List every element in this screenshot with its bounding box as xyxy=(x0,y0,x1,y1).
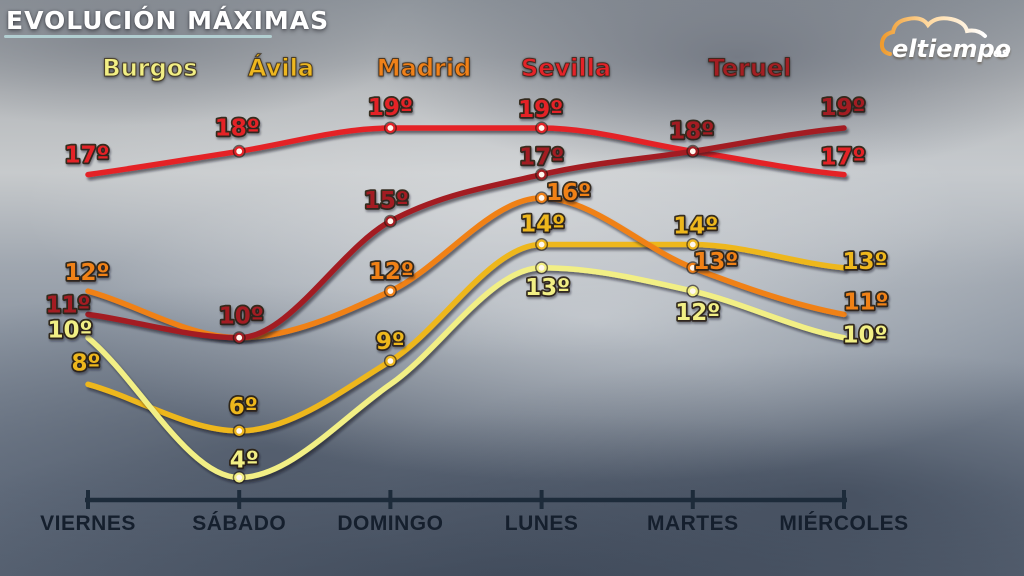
day-label: MARTES xyxy=(647,512,739,535)
temp-label-sevilla: 17º xyxy=(821,145,866,171)
temp-label-teruel: 15º xyxy=(364,188,409,214)
logo-tld: .es xyxy=(988,46,1010,61)
point-dot-ring xyxy=(232,471,246,484)
point-dot-ring xyxy=(686,261,700,275)
series-line-ávila xyxy=(85,241,847,434)
point-dot-ávila xyxy=(536,239,547,250)
temp-label-sevilla: 19º xyxy=(518,97,563,123)
temp-label-teruel: 17º xyxy=(519,145,564,171)
temp-label-ávila: 9º xyxy=(376,329,405,355)
point-dot-ring xyxy=(686,284,700,298)
point-dot-sevilla xyxy=(536,122,547,134)
series-line-sevilla xyxy=(85,125,847,178)
legend-city-burgos: Burgos xyxy=(102,54,198,83)
temp-label-madrid: 13º xyxy=(693,249,738,275)
temp-label-teruel: 11º xyxy=(46,292,91,318)
temp-label-teruel: 18º xyxy=(669,118,714,144)
temp-label-madrid: 16º xyxy=(546,180,591,206)
temp-label-burgos: 4º xyxy=(230,448,259,474)
point-dot-ring xyxy=(383,354,397,368)
temp-label-madrid: 12º xyxy=(65,260,110,286)
temp-label-burgos: 10º xyxy=(843,323,888,349)
point-dot-ring xyxy=(686,144,700,158)
point-dot-burgos xyxy=(234,472,245,483)
series-line-burgos xyxy=(85,265,847,481)
point-dot-ring xyxy=(535,238,549,251)
point-dot-ring xyxy=(383,284,397,298)
point-dot-ávila xyxy=(234,425,245,436)
temp-label-teruel: 10º xyxy=(219,304,264,330)
legend-city-madrid: Madrid xyxy=(376,54,472,83)
point-dot-madrid xyxy=(687,262,698,273)
day-label: MIÉRCOLES xyxy=(779,512,908,535)
legend-city-teruel: Teruel xyxy=(708,54,792,83)
point-dot-ring xyxy=(686,238,700,251)
temp-label-ávila: 13º xyxy=(843,249,888,275)
temp-label-teruel: 19º xyxy=(821,95,866,121)
temp-label-burgos: 12º xyxy=(675,300,720,326)
point-dot-ring xyxy=(535,121,549,135)
temp-label-madrid: 11º xyxy=(844,289,889,315)
day-label: DOMINGO xyxy=(337,512,443,535)
point-dot-ring xyxy=(535,261,549,275)
point-dot-ring xyxy=(535,191,549,205)
legend-city-sevilla: Sevilla xyxy=(520,54,612,83)
temp-label-ávila: 14º xyxy=(520,212,565,238)
point-dot-teruel xyxy=(234,332,245,343)
logo-text: eltiempo xyxy=(892,35,1011,63)
logo-cloud-icon xyxy=(879,16,987,56)
point-dot-teruel xyxy=(687,146,698,157)
title-underline xyxy=(4,35,272,38)
point-dot-teruel xyxy=(536,169,547,180)
point-dot-ring xyxy=(535,168,549,182)
point-dot-madrid xyxy=(385,286,396,297)
point-dot-ring xyxy=(232,331,246,345)
temp-label-sevilla: 18º xyxy=(215,115,260,141)
point-dot-ring xyxy=(383,121,397,135)
day-label: LUNES xyxy=(505,512,579,535)
series-line-madrid xyxy=(85,195,847,341)
point-dot-ávila xyxy=(385,355,396,367)
temp-label-sevilla: 17º xyxy=(65,143,110,169)
temp-label-burgos: 10º xyxy=(48,318,93,344)
temp-label-ávila: 14º xyxy=(673,214,718,240)
point-dot-teruel xyxy=(385,216,396,227)
eltiempo-logo: eltiempo .es xyxy=(874,12,1020,68)
temp-label-ávila: 6º xyxy=(229,394,258,420)
point-dot-sevilla xyxy=(385,122,396,134)
point-dot-ring xyxy=(232,144,246,158)
temp-label-madrid: 12º xyxy=(369,259,414,285)
temp-label-ávila: 8º xyxy=(72,350,101,376)
temp-label-sevilla: 19º xyxy=(368,95,413,121)
point-dot-burgos xyxy=(536,262,547,273)
point-dot-burgos xyxy=(687,286,698,297)
series-line-teruel xyxy=(85,125,847,341)
day-label: VIERNES xyxy=(40,512,136,535)
temp-label-burgos: 13º xyxy=(525,275,570,301)
point-dot-sevilla xyxy=(234,146,245,157)
point-dot-madrid xyxy=(536,192,547,203)
legend-city-avila: Ávila xyxy=(247,54,315,83)
page-title: EVOLUCIÓN MÁXIMAS xyxy=(6,6,330,35)
point-dot-ring xyxy=(383,214,397,228)
day-label: SÁBADO xyxy=(192,512,286,535)
point-dot-ring xyxy=(232,424,246,438)
point-dot-ávila xyxy=(687,239,698,250)
